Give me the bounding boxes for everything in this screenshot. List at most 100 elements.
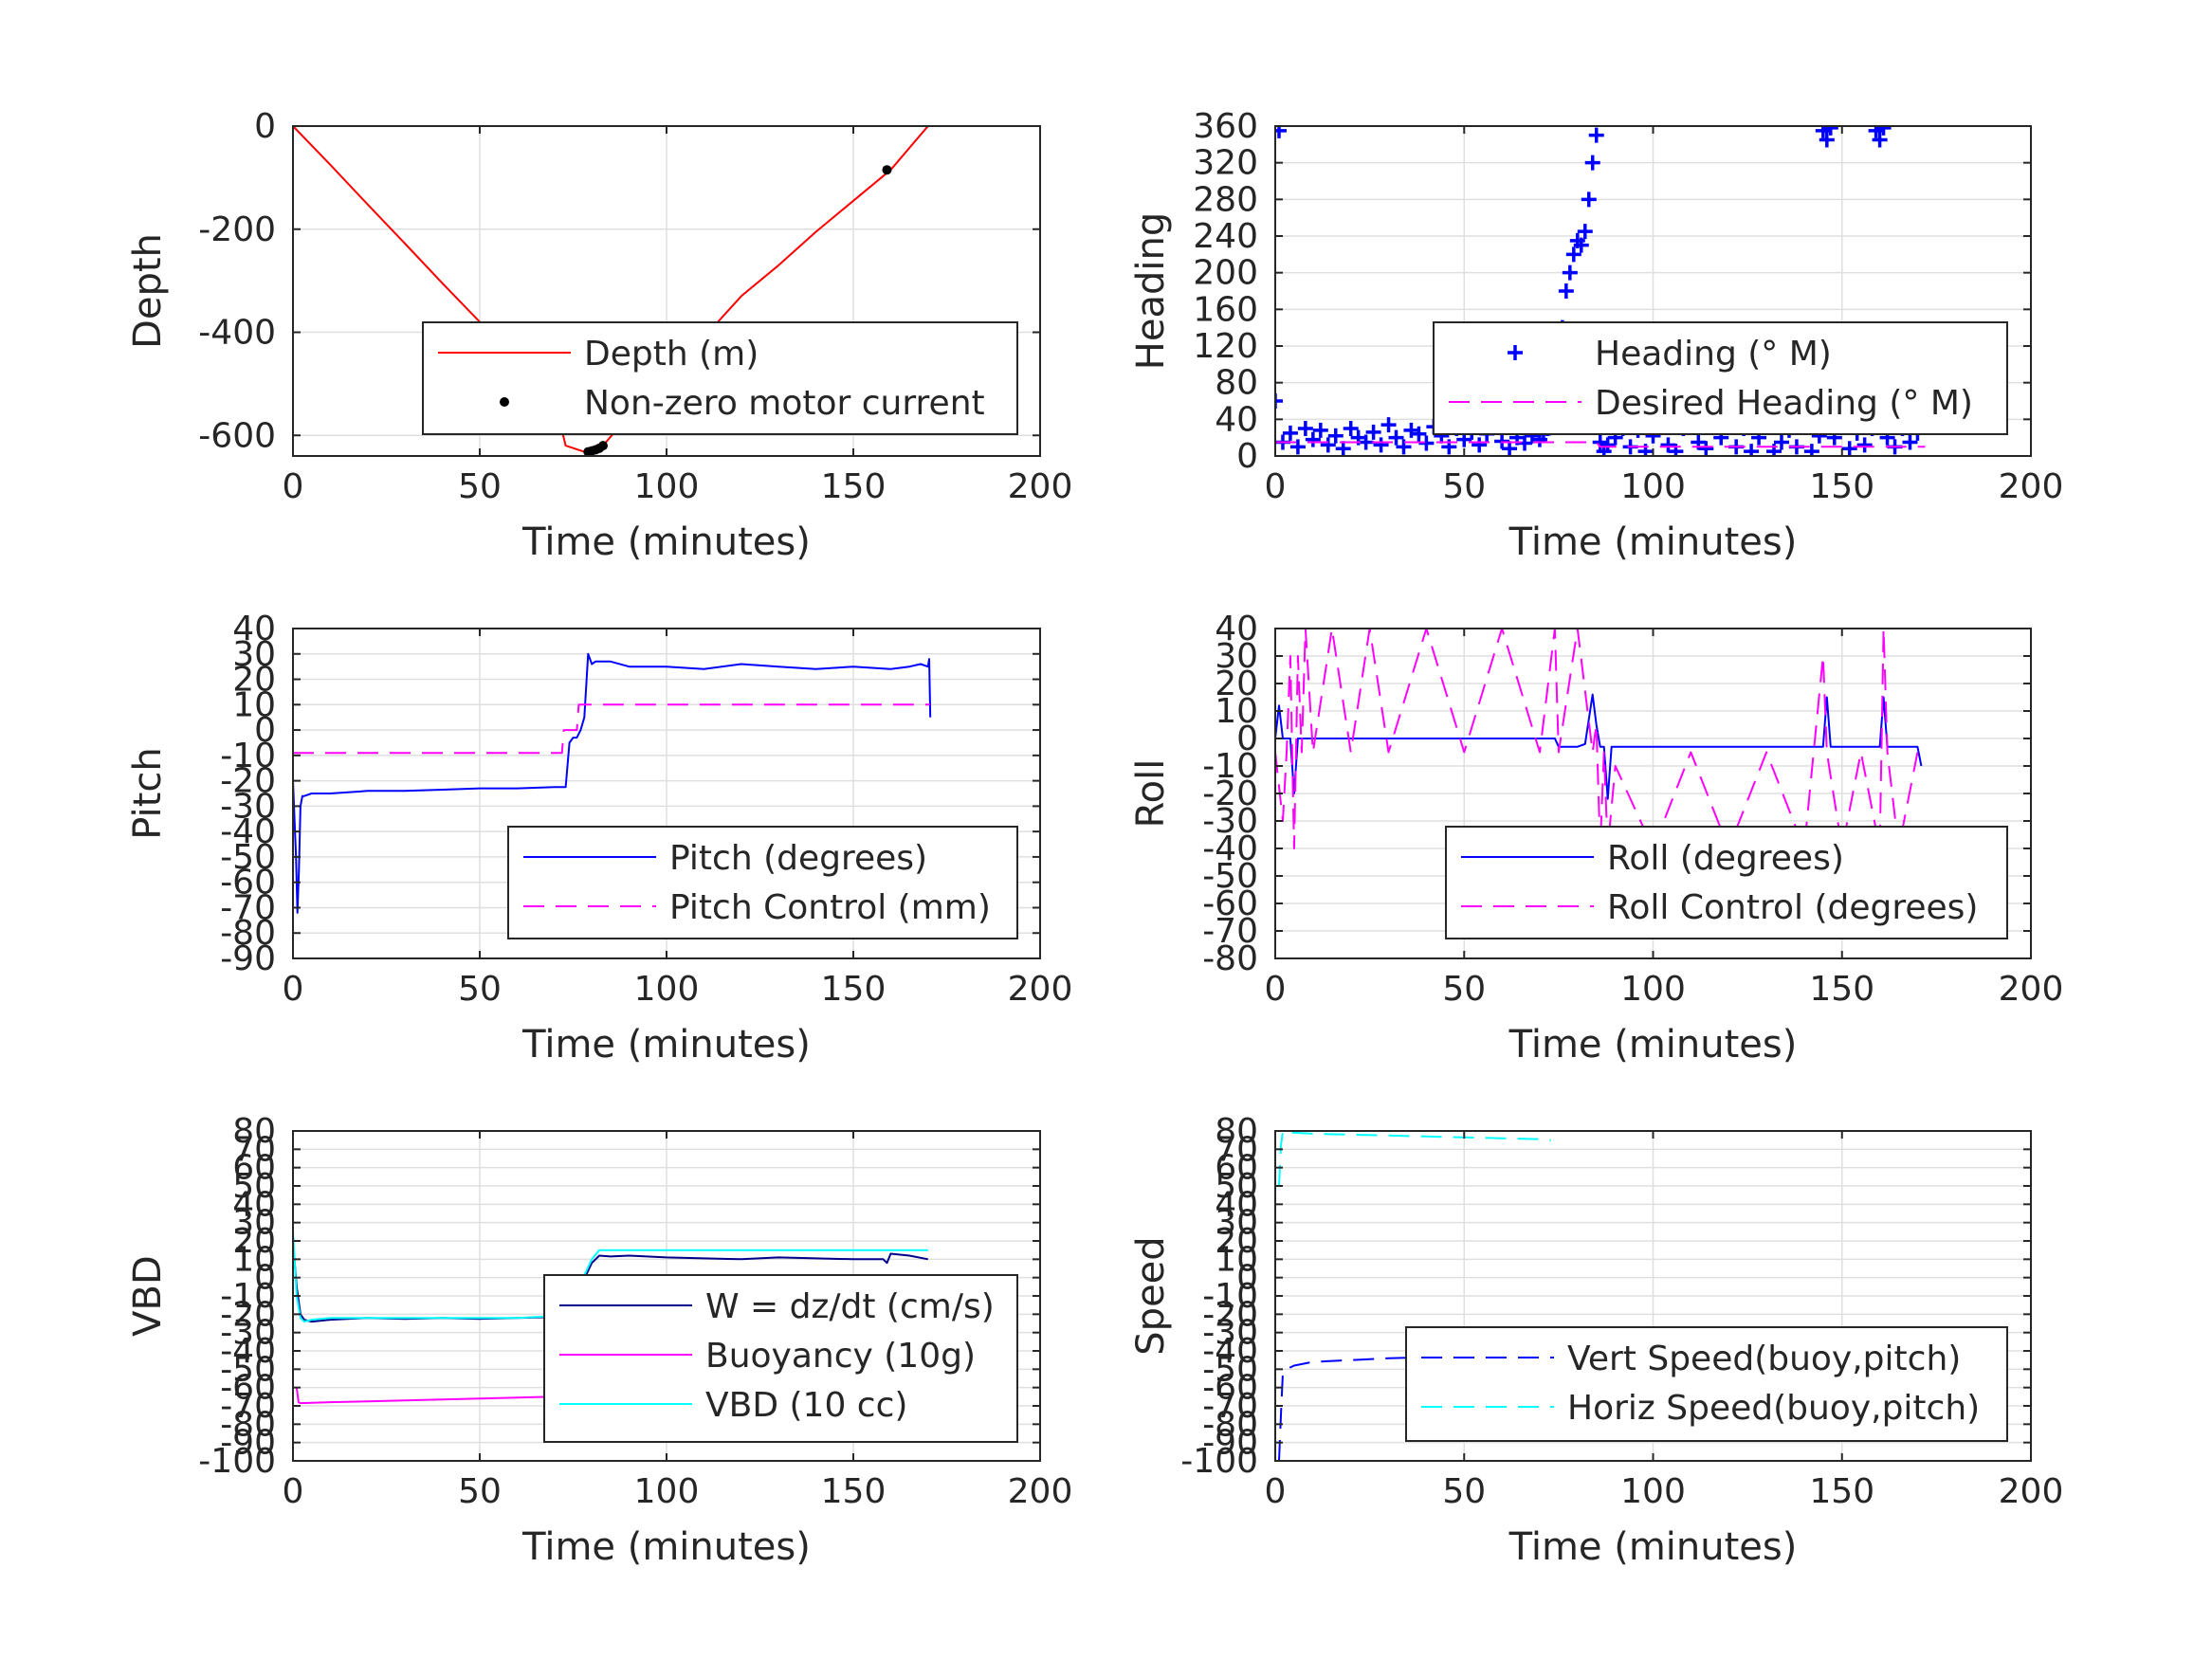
x-tick-label: 0 <box>283 970 304 1009</box>
x-tick-label: 50 <box>1442 467 1486 506</box>
y-tick-label: 0 <box>1236 437 1258 476</box>
panel-roll: 0 50 100 150 200403020100-10-20-30-40-50-60-… <box>1129 610 2063 1066</box>
data-point <box>1365 424 1381 440</box>
legend: Pitch (degrees) Pitch Control (mm) <box>507 826 1018 939</box>
y-tick-label: 30 <box>1215 637 1258 676</box>
y-tick-label: -40 <box>220 812 276 851</box>
x-tick-label: 150 <box>1809 1472 1874 1511</box>
y-tick-label: 0 <box>1236 720 1258 758</box>
y-tick-label: -30 <box>220 787 276 826</box>
legend-entry: Horiz Speed(buoy,pitch) <box>1567 1389 1980 1428</box>
legend-entry: VBD (10 cc) <box>705 1386 907 1425</box>
data-point <box>1373 437 1389 453</box>
y-tick-label: 80 <box>1215 364 1258 403</box>
y-tick-label: -90 <box>220 939 276 978</box>
legend: Heading (° M) Desired Heading (° M) <box>1433 321 2008 435</box>
x-tick-label: 50 <box>458 1472 502 1511</box>
x-tick-label: 150 <box>821 970 887 1009</box>
y-tick-label: 70 <box>1215 1130 1258 1169</box>
data-point <box>1312 422 1328 438</box>
y-tick-label: 20 <box>232 1222 276 1261</box>
y-tick-label: 160 <box>1193 290 1258 329</box>
data-point <box>1275 393 1283 409</box>
data-point <box>1502 441 1518 456</box>
y-tick-label: -70 <box>220 1387 276 1426</box>
legend-entry: Non-zero motor current <box>584 384 985 423</box>
data-point <box>1819 132 1835 148</box>
series-line <box>293 652 932 914</box>
y-tick-label: 60 <box>1215 1149 1258 1188</box>
legend-entry: Pitch (degrees) <box>669 839 927 878</box>
y-tick-label: -80 <box>220 1405 276 1444</box>
legend: Roll (degrees) Roll Control (degrees) <box>1445 826 2008 939</box>
data-point <box>1868 126 1884 138</box>
x-tick-label: 200 <box>1008 467 1073 506</box>
data-point <box>1856 437 1873 453</box>
data-point <box>1282 425 1298 441</box>
y-tick-label: 40 <box>232 610 276 648</box>
y-tick-label: -90 <box>220 1424 276 1463</box>
data-point <box>1327 428 1344 444</box>
y-tick-label: -40 <box>220 1332 276 1371</box>
y-tick-label: -70 <box>1202 912 1258 951</box>
data-point <box>1388 429 1404 446</box>
y-tick-label: -100 <box>198 1442 276 1481</box>
y-tick-label: -10 <box>1202 747 1258 786</box>
x-axis: 0 50 100 150 200 <box>1265 126 2064 506</box>
x-tick-label: 100 <box>1620 970 1686 1009</box>
legend-entry: Roll Control (degrees) <box>1607 888 1978 927</box>
y-tick-label: 10 <box>232 1240 276 1279</box>
series-line <box>1275 441 1926 448</box>
data-point <box>1358 434 1374 450</box>
legend-entry: W = dz/dt (cm/s) <box>705 1287 995 1326</box>
x-tick-label: 200 <box>1999 970 2064 1009</box>
y-tick-label: 80 <box>1215 1112 1258 1151</box>
y-tick-label: 0 <box>254 107 276 146</box>
y-tick-label: 320 <box>1193 144 1258 183</box>
data-point <box>1320 437 1336 453</box>
y-tick-label: -70 <box>220 888 276 927</box>
y-tick-label: -80 <box>1202 1405 1258 1444</box>
x-tick-label: 50 <box>1442 1472 1486 1511</box>
y-axis: 80706050403020100-10-20-30-40-50-60-70-8… <box>1180 1112 2031 1481</box>
legend-entry: Buoyancy (10g) <box>705 1337 976 1376</box>
y-tick-label: 10 <box>1215 1240 1258 1279</box>
y-tick-label: 30 <box>1215 1204 1258 1243</box>
series-line <box>293 703 930 755</box>
y-axis: 80706050403020100-10-20-30-40-50-60-70-8… <box>198 1112 1040 1481</box>
legend-box <box>1405 1326 2008 1442</box>
y-tick-label: 280 <box>1193 180 1258 219</box>
y-tick-label: -80 <box>1202 939 1258 978</box>
data-point <box>1577 224 1593 240</box>
legend-entry: Desired Heading (° M) <box>1595 384 1973 423</box>
x-tick-label: 100 <box>1620 1472 1686 1511</box>
x-tick-label: 150 <box>821 467 887 506</box>
x-tick-label: 50 <box>458 467 502 506</box>
y-tick-label: -30 <box>220 1314 276 1353</box>
x-tick-label: 200 <box>1999 467 2064 506</box>
y-axis-label: VBD <box>126 1255 170 1337</box>
data-point <box>1773 434 1789 450</box>
x-tick-label: 0 <box>283 467 304 506</box>
series-1 <box>1275 441 1926 448</box>
y-tick-label: -400 <box>198 314 276 353</box>
data-point <box>1565 246 1581 263</box>
panel-depth: 0 50 100 150 200 0 -200 -400 -600 Time (minutes) D… <box>126 107 1072 564</box>
x-axis-label: Time (minutes) <box>1508 1023 1798 1066</box>
x-axis: 0 50 100 150 200 <box>283 629 1072 1009</box>
legend-box <box>507 826 1018 939</box>
legend-box <box>1445 826 2008 939</box>
y-tick-label: -10 <box>220 1277 276 1316</box>
x-tick-label: 150 <box>1809 970 1874 1009</box>
y-tick-label: -50 <box>1202 1350 1258 1389</box>
legend-entry: Pitch Control (mm) <box>669 888 991 927</box>
y-tick-label: 0 <box>1236 1259 1258 1298</box>
x-tick-label: 100 <box>634 970 700 1009</box>
x-tick-label: 150 <box>821 1472 887 1511</box>
y-tick-label: -90 <box>1202 1424 1258 1463</box>
y-tick-label: -50 <box>220 1350 276 1389</box>
x-axis: 0 50 100 150 200 <box>1265 629 2064 1009</box>
data-point <box>1815 126 1831 138</box>
x-axis-label: Time (minutes) <box>1508 1525 1798 1569</box>
